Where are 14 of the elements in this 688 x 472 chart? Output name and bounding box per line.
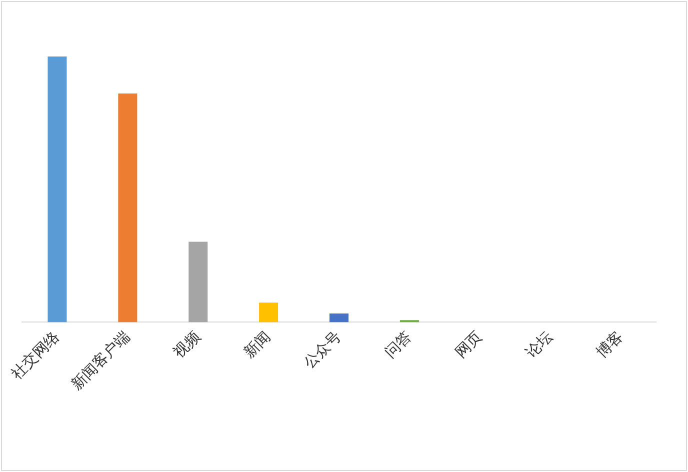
bar [188,242,208,322]
x-tick-label: 论坛 [522,328,556,362]
bar [329,313,349,322]
x-tick-label: 社交网络 [8,328,63,383]
bar [259,302,278,322]
x-tick-label: 公众号 [300,328,345,372]
x-tick-label: 视频 [170,328,204,362]
x-tick-label: 博客 [593,328,626,362]
x-tick-label: 新闻 [240,328,274,362]
x-tick-label: 新闻客户端 [68,328,134,394]
bar [48,56,67,322]
x-tick-label: 问答 [382,328,416,362]
bar [118,93,138,322]
x-tick-label: 网页 [452,328,486,362]
